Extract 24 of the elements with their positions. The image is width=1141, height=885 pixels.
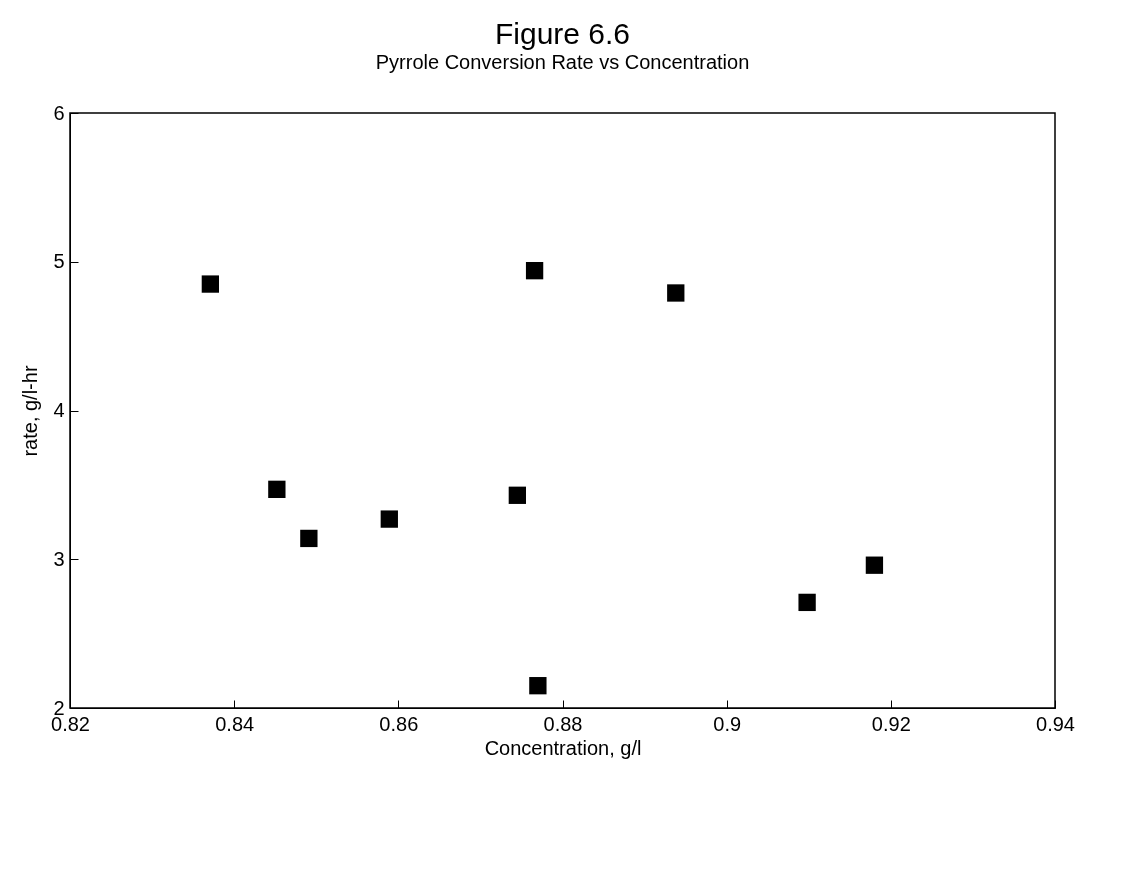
- point: [508, 486, 527, 504]
- x-axis-title: Concentration, g/l: [484, 736, 642, 759]
- chart-subtitle: Pyrrole Conversion Rate vs Concentration: [375, 51, 750, 73]
- point: [798, 593, 816, 612]
- y-tick-label: 3: [53, 547, 65, 570]
- point: [300, 529, 318, 548]
- y-tick-label: 4: [53, 399, 65, 421]
- x-tick-label: 0.94: [1036, 712, 1075, 735]
- x-tick-label: 0.92: [871, 712, 911, 735]
- point: [525, 262, 544, 280]
- point: [380, 510, 398, 528]
- x-tick-label: 0.84: [215, 712, 255, 735]
- x-tick-label: 0.9: [713, 712, 742, 735]
- y-tick-label: 5: [53, 250, 65, 273]
- point: [529, 677, 547, 695]
- point: [865, 556, 884, 574]
- y-axis-title: rate, g/l-hr: [19, 365, 42, 457]
- chart-title: Figure 6.6: [494, 17, 631, 50]
- x-tick-label: 0.86: [379, 712, 419, 735]
- point: [201, 275, 220, 293]
- y-tick-label: 6: [53, 101, 65, 124]
- point: [667, 284, 685, 302]
- x-tick-label: 0.88: [543, 712, 583, 735]
- point: [268, 480, 286, 498]
